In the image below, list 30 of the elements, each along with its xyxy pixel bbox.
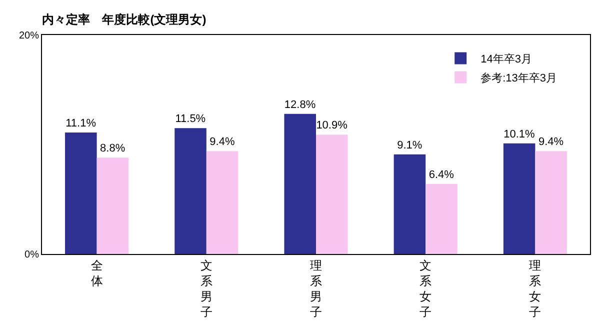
bar — [174, 128, 206, 254]
legend-label: 14年卒3月 — [480, 52, 532, 66]
data-label: 11.1% — [66, 117, 96, 130]
y-tick-label: 20% — [18, 30, 40, 42]
data-label: 8.8% — [100, 142, 126, 155]
bar — [96, 158, 129, 254]
data-label: 11.5% — [175, 113, 206, 126]
x-tick-label: 理系男子 — [310, 258, 322, 320]
data-label: 9.4% — [538, 136, 564, 148]
x-tick-label: 文系女子 — [420, 258, 432, 320]
data-label: 9.1% — [397, 139, 422, 152]
bar — [426, 184, 458, 254]
y-tick-label: 0% — [24, 250, 40, 260]
data-label: 10.1% — [504, 128, 536, 140]
bar — [206, 151, 238, 254]
bar — [503, 143, 536, 254]
legend-label: 参考:13年卒3月 — [480, 72, 558, 85]
bar — [535, 151, 567, 254]
bar — [316, 134, 348, 254]
x-tick-label: 理系女子 — [529, 258, 542, 320]
data-label: 10.9% — [316, 120, 348, 132]
chart-title: 内々定率 年度比較(文理男女) — [42, 12, 206, 26]
data-label: 12.8% — [284, 98, 316, 111]
bar — [394, 154, 426, 254]
data-label: 6.4% — [428, 168, 454, 181]
bar — [65, 132, 97, 254]
x-tick-label: 文系男子 — [200, 258, 212, 320]
data-label: 9.4% — [210, 136, 235, 148]
bar — [284, 114, 316, 254]
x-tick-label: 全体 — [90, 258, 103, 288]
